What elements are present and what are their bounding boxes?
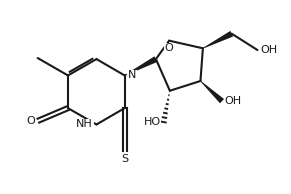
Text: S: S	[121, 154, 128, 164]
Text: N: N	[128, 70, 136, 81]
Text: O: O	[27, 116, 36, 126]
Polygon shape	[200, 81, 224, 103]
Polygon shape	[203, 31, 233, 49]
Text: O: O	[165, 43, 173, 53]
Text: NH: NH	[76, 120, 93, 129]
Text: HO: HO	[144, 117, 161, 127]
Polygon shape	[125, 56, 157, 76]
Text: OH: OH	[225, 96, 242, 106]
Text: OH: OH	[260, 45, 277, 55]
